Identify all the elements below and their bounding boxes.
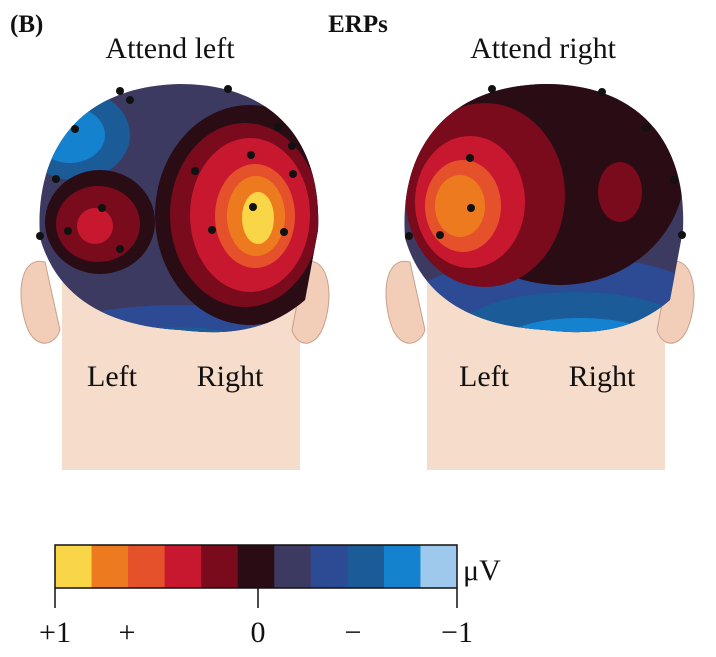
head-left bbox=[20, 84, 330, 470]
colorbar-frame bbox=[54, 544, 458, 589]
head-title: Attend left bbox=[105, 32, 235, 65]
colorbar-swatch bbox=[237, 545, 275, 588]
colorbar-label: +1 bbox=[39, 616, 71, 649]
colorbar-label: 0 bbox=[251, 616, 266, 649]
side-label: Right bbox=[569, 360, 636, 393]
head-title: Attend right bbox=[470, 32, 616, 65]
colorbar-swatch bbox=[310, 545, 348, 588]
colorbar-swatch bbox=[201, 545, 239, 588]
colorbar-swatch bbox=[55, 545, 93, 588]
side-label: Left bbox=[459, 360, 510, 393]
colorbar-label: − bbox=[345, 616, 362, 649]
side-label: Left bbox=[87, 360, 138, 393]
colorbar-swatch bbox=[420, 545, 458, 588]
colorbar-swatch bbox=[128, 545, 166, 588]
colorbar-swatch bbox=[347, 545, 385, 588]
colorbar-label: + bbox=[119, 616, 136, 649]
figure-title: ERPs bbox=[328, 11, 388, 38]
colorbar-swatch bbox=[164, 545, 202, 588]
colorbar-unit: μV bbox=[463, 554, 501, 587]
colorbar-swatch bbox=[91, 545, 129, 588]
colorbar-swatch bbox=[383, 545, 421, 588]
colorbar-label: −1 bbox=[441, 616, 473, 649]
side-label: Right bbox=[197, 360, 264, 393]
colorbar-swatch bbox=[274, 545, 312, 588]
head-right bbox=[385, 84, 695, 470]
panel-label: (B) bbox=[10, 11, 43, 38]
colorbar: +1 +0 − −1 bbox=[39, 544, 473, 649]
